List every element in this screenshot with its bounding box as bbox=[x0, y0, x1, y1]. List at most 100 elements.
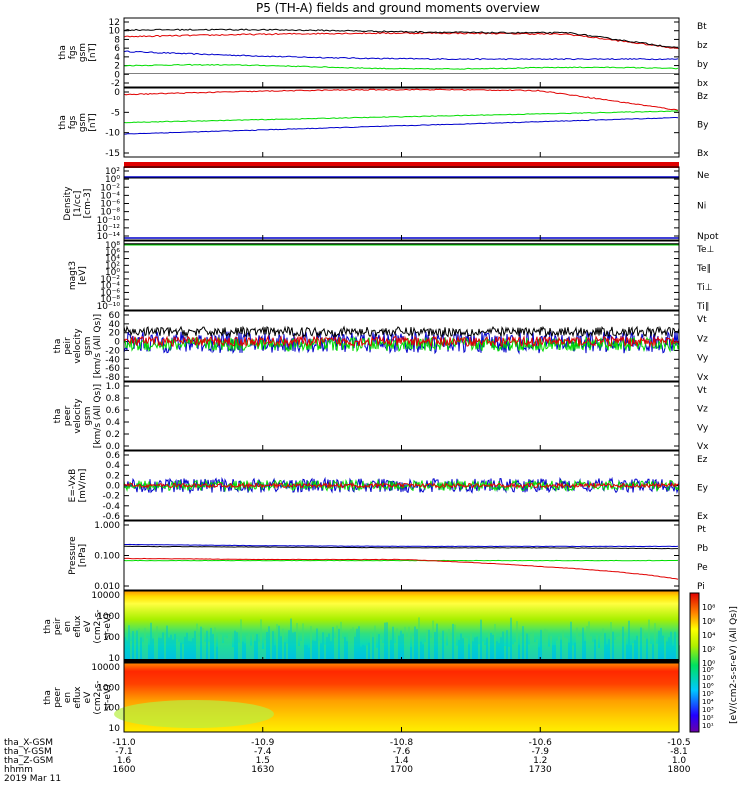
y-tick-label: 10⁻⁸ bbox=[100, 208, 120, 218]
panel-ylabel: tha bbox=[58, 115, 68, 130]
panel-ylabel: sr-eV) bbox=[103, 613, 113, 639]
panel-ylabel: en bbox=[63, 692, 73, 703]
legend-entry: Te⊥ bbox=[696, 245, 715, 255]
xaxis-value: -8.1 bbox=[670, 747, 688, 757]
legend-entry: Ti⊥ bbox=[696, 283, 713, 293]
panel-ylabel: peer bbox=[53, 687, 63, 708]
y-tick-label: 0.6 bbox=[106, 451, 121, 461]
panel-ylabel: tha bbox=[58, 45, 68, 60]
legend-entry: Ti∥ bbox=[696, 302, 709, 312]
y-tick-label: 0.2 bbox=[106, 430, 120, 440]
density-ne-band bbox=[124, 162, 679, 168]
panel-ylabel: peer bbox=[63, 405, 73, 426]
y-tick-label: 10000 bbox=[91, 663, 120, 673]
y-tick-label: 10² bbox=[105, 167, 120, 177]
velocity-traces bbox=[123, 325, 680, 355]
panel-ylabel: [mV/m] bbox=[78, 469, 88, 503]
xaxis-row-name: tha_X-GSM bbox=[4, 738, 53, 748]
panel-ylabel: fgs bbox=[68, 45, 78, 59]
colorbar bbox=[689, 592, 700, 733]
legend-entry: Ne bbox=[697, 171, 710, 181]
y-tick-label: 4 bbox=[114, 53, 120, 63]
y-tick-label: -10 bbox=[105, 129, 120, 139]
y-tick-label: -80 bbox=[105, 373, 120, 383]
colorbar-tick: 10⁸ bbox=[702, 603, 715, 612]
xaxis-row-name: tha_Y-GSM bbox=[4, 747, 52, 757]
xaxis-value: 1.6 bbox=[117, 756, 132, 766]
y-tick-label: 10⁻⁴ bbox=[100, 282, 120, 292]
legend-entry: Vz bbox=[697, 334, 708, 344]
y-tick-label: -2 bbox=[111, 79, 120, 89]
y-tick-label: 10⁻⁴ bbox=[100, 191, 120, 201]
y-tick-label: 0.6 bbox=[106, 406, 121, 416]
legend-entry: Vx bbox=[697, 373, 709, 383]
xaxis-value: -7.6 bbox=[393, 747, 411, 757]
colorbar-tick: 10⁴ bbox=[702, 698, 714, 706]
panel-ylabel: [1/cc] bbox=[73, 191, 83, 217]
xaxis-value: -7.1 bbox=[115, 747, 133, 757]
panel-ylabel: [nPa] bbox=[78, 544, 88, 567]
y-tick-label: 10⁴ bbox=[105, 255, 120, 265]
panel-ylabel: gsm bbox=[83, 406, 93, 425]
panel-ylabel: [eV] bbox=[78, 266, 88, 285]
y-tick-label: 0.4 bbox=[106, 418, 121, 428]
y-tick-label: 1.0 bbox=[106, 382, 121, 392]
colorbar-tick: 10² bbox=[702, 645, 715, 654]
y-tick-label: 10000 bbox=[91, 591, 120, 601]
legend-entry: Pe bbox=[697, 563, 708, 573]
y-tick-label: 10⁻⁶ bbox=[100, 200, 120, 210]
y-tick-label: 0.0 bbox=[106, 442, 121, 452]
panel-ylabel: eflux bbox=[73, 686, 83, 709]
panel-ylabel: velocity bbox=[73, 398, 83, 434]
y-tick-label: 0.4 bbox=[106, 461, 121, 471]
panel-ylabel: eV bbox=[83, 620, 93, 633]
legend-entry: bx bbox=[697, 79, 709, 89]
xaxis-value: -10.6 bbox=[529, 738, 553, 748]
panel-ylabel: [km/s (All Qs)] bbox=[93, 384, 103, 448]
y-tick-label: 0 bbox=[114, 70, 120, 80]
legend-entry: Ey bbox=[697, 484, 709, 494]
y-tick-label: 1.000 bbox=[94, 521, 120, 531]
pressure-series-Pb bbox=[124, 557, 679, 580]
panel-ylabel: [cm-3] bbox=[83, 189, 93, 219]
legend-entry: Bx bbox=[697, 149, 709, 159]
legend-entry: Ex bbox=[697, 512, 709, 522]
y-tick-label: 40 bbox=[109, 320, 121, 330]
y-tick-label: -0.2 bbox=[102, 492, 120, 502]
y-tick-label: 10⁰ bbox=[105, 175, 120, 185]
y-tick-label: 1000 bbox=[97, 612, 120, 622]
y-tick-label: 100 bbox=[103, 633, 120, 643]
legend-entry: Pi bbox=[697, 582, 705, 592]
panel-frame bbox=[123, 17, 680, 88]
panel-frame bbox=[123, 310, 680, 382]
panel-ylabel: sr-eV) bbox=[103, 684, 113, 710]
panel-ylabel: [km/s (All Qs)] bbox=[93, 314, 103, 378]
y-tick-label: -5 bbox=[111, 108, 120, 118]
legend-entry: Vt bbox=[697, 386, 707, 396]
colorbar-tick: 10⁰ bbox=[702, 659, 715, 668]
legend-entry: Vy bbox=[697, 354, 709, 364]
colorbar-tick: 10⁶ bbox=[702, 682, 714, 690]
legend-entry: Vx bbox=[697, 442, 709, 452]
colorbar-tick: 10³ bbox=[702, 706, 714, 714]
series-by bbox=[123, 63, 679, 70]
xaxis-value: -7.9 bbox=[531, 747, 549, 757]
y-tick-label: 20 bbox=[109, 329, 121, 339]
y-tick-label: 6 bbox=[114, 44, 120, 54]
y-tick-label: 0.8 bbox=[106, 394, 121, 404]
panel-ylabel: tha bbox=[53, 339, 63, 354]
xaxis-value: 1.2 bbox=[533, 756, 547, 766]
panel-ylabel: magt3 bbox=[68, 261, 78, 290]
panel-ylabel: E=-VxB bbox=[68, 469, 78, 503]
panel-ylabel: tha bbox=[53, 409, 63, 424]
xaxis-value: 1700 bbox=[390, 765, 413, 775]
legend-entry: Vt bbox=[697, 315, 707, 325]
panel-ylabel: gsm bbox=[78, 43, 88, 62]
velocity-series bbox=[123, 335, 680, 353]
legend-entry: Pb bbox=[697, 544, 708, 554]
y-tick-label: 60 bbox=[109, 311, 121, 321]
electron-low-energy-patch bbox=[114, 700, 274, 728]
series-bz bbox=[123, 32, 679, 49]
